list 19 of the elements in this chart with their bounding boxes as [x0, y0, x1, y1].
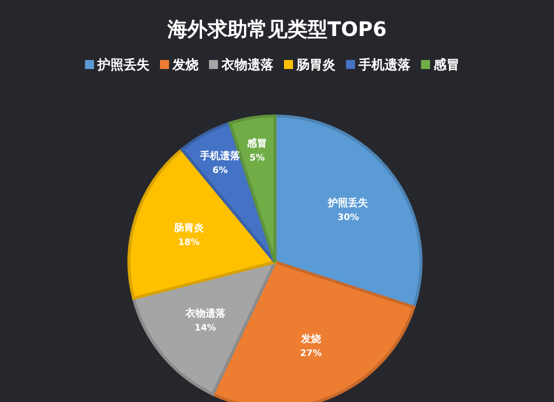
data-label: 27% — [300, 349, 322, 360]
legend-label: 护照丢失 — [98, 58, 150, 73]
slice-label: 护照丢失 — [327, 196, 370, 209]
data-label: 6% — [212, 166, 228, 176]
slice-label: 肠胃炎 — [172, 222, 205, 234]
slice-label: 衣物遗落 — [184, 308, 226, 320]
legend-label: 感冒 — [434, 58, 460, 73]
legend-label: 衣物遗落 — [222, 58, 274, 73]
data-label: 5% — [250, 154, 265, 164]
slice-label: 发烧 — [300, 333, 321, 346]
slice-label: 感冒 — [246, 138, 268, 150]
data-label: 18% — [178, 238, 200, 248]
legend-label: 发烧 — [172, 58, 198, 73]
slice-label: 手机遗落 — [199, 150, 242, 162]
data-label: 30% — [337, 212, 360, 223]
legend-label: 手机遗落 — [358, 58, 410, 73]
legend-label: 肠胃炎 — [296, 58, 336, 73]
chart-title: 海外求助常见类型TOP6 — [166, 16, 388, 43]
data-label: 14% — [194, 324, 216, 334]
